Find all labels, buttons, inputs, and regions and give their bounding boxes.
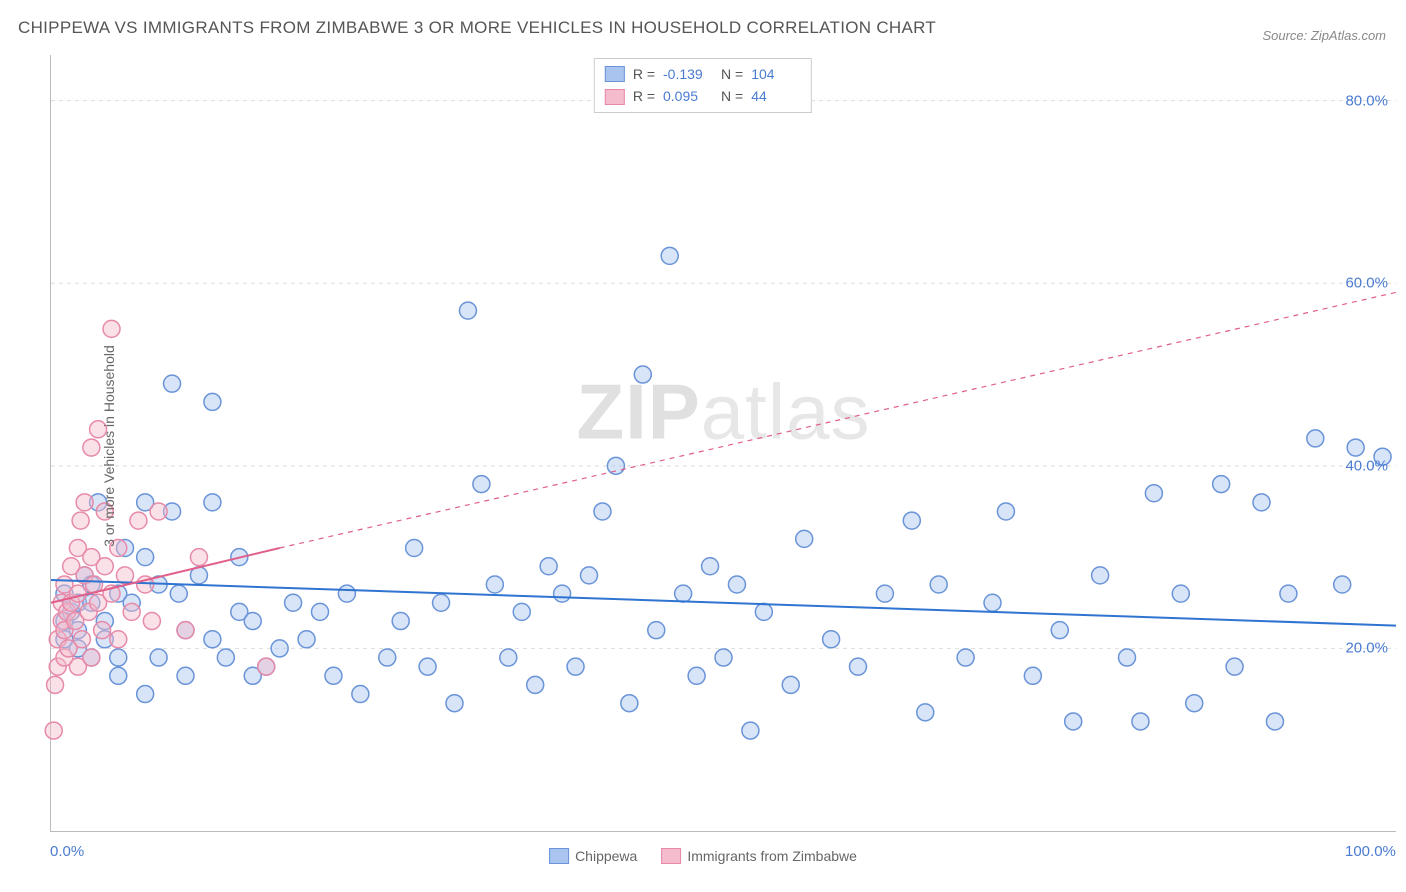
n-label: N =	[721, 85, 743, 107]
chart-title: CHIPPEWA VS IMMIGRANTS FROM ZIMBABWE 3 O…	[18, 18, 936, 38]
r-label: R =	[633, 85, 655, 107]
stats-legend: R = -0.139 N = 104 R = 0.095 N = 44	[594, 58, 812, 113]
y-tick-label: 40.0%	[1345, 457, 1388, 474]
legend-label-2: Immigrants from Zimbabwe	[687, 848, 857, 864]
plot-area: ZIPatlas 20.0%40.0%60.0%80.0%	[50, 55, 1396, 832]
stats-row-series-1: R = -0.139 N = 104	[605, 63, 801, 85]
r-value-1: -0.139	[663, 63, 713, 85]
scatter-svg	[51, 55, 1396, 831]
stats-row-series-2: R = 0.095 N = 44	[605, 85, 801, 107]
n-value-1: 104	[751, 63, 801, 85]
swatch-series-2	[605, 89, 625, 105]
x-tick-label: 0.0%	[50, 843, 84, 860]
swatch-series-1	[605, 66, 625, 82]
y-tick-label: 20.0%	[1345, 640, 1388, 657]
legend-item-1: Chippewa	[549, 848, 637, 864]
y-tick-label: 80.0%	[1345, 92, 1388, 109]
correlation-chart: CHIPPEWA VS IMMIGRANTS FROM ZIMBABWE 3 O…	[0, 0, 1406, 892]
bottom-legend: Chippewa Immigrants from Zimbabwe	[549, 848, 857, 864]
y-axis-label: 3 or more Vehicles in Household	[101, 345, 117, 547]
n-value-2: 44	[751, 85, 801, 107]
n-label: N =	[721, 63, 743, 85]
y-tick-label: 60.0%	[1345, 275, 1388, 292]
source-attribution: Source: ZipAtlas.com	[1262, 28, 1386, 43]
x-tick-label: 100.0%	[1345, 843, 1396, 860]
legend-swatch-1	[549, 848, 569, 864]
legend-item-2: Immigrants from Zimbabwe	[661, 848, 857, 864]
r-value-2: 0.095	[663, 85, 713, 107]
legend-label-1: Chippewa	[575, 848, 637, 864]
r-label: R =	[633, 63, 655, 85]
legend-swatch-2	[661, 848, 681, 864]
